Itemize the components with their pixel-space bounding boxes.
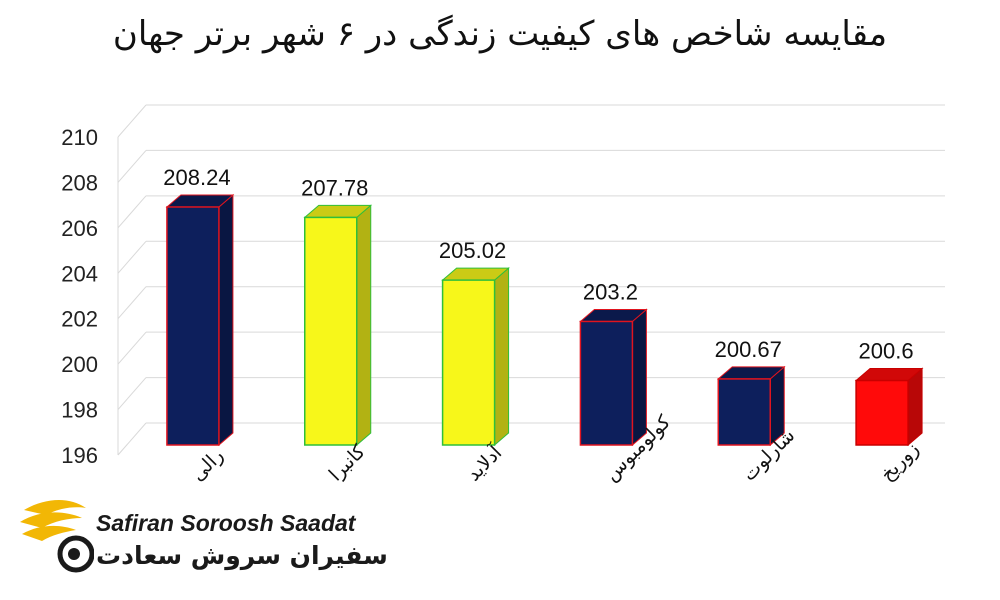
category-label: کانبرا: [325, 440, 371, 486]
y-tick-label: 204: [61, 261, 98, 286]
gridline-diagonal: [117, 286, 147, 320]
bar: [579, 308, 648, 447]
data-label: 205.02: [439, 238, 506, 263]
bar: [303, 204, 373, 447]
y-tick-label: 208: [61, 170, 98, 195]
bar-front: [717, 378, 771, 446]
y-tick-label: 206: [61, 216, 98, 241]
x-axis-categories: رالی کانبرا آدلاید کولومبوس شارلوت زوریخ: [187, 410, 924, 485]
y-tick-label: 202: [61, 307, 98, 332]
gridline-diagonal: [117, 104, 147, 138]
bar-front: [579, 320, 634, 446]
data-label: 200.67: [715, 337, 782, 362]
bar-front: [304, 216, 358, 446]
logo-text-en: Safiran Soroosh Saadat: [96, 510, 356, 536]
data-label: 208.24: [163, 165, 230, 190]
gridline-diagonal: [117, 422, 147, 456]
gridline-diagonal: [117, 377, 147, 410]
bar-side: [218, 193, 234, 447]
wing-logo-icon: [20, 499, 94, 573]
y-tick-label: 210: [61, 125, 98, 150]
category-label: رالی: [187, 444, 228, 485]
data-label: 207.78: [301, 175, 368, 200]
y-tick-label: 198: [61, 398, 98, 423]
bar: [165, 193, 235, 447]
logo-text-fa: سفیران سروش سعادت: [96, 541, 388, 570]
gridline-diagonal: [117, 150, 147, 183]
y-tick-label: 200: [61, 352, 98, 377]
brand-logo: Safiran Soroosh Saadat سفیران سروش سعادت: [14, 488, 388, 588]
y-axis-ticks: 196 198 200 202 204 206 208 210: [61, 125, 98, 468]
gridline-diagonal: [117, 240, 147, 274]
y-tick-label: 196: [61, 443, 98, 468]
bar: [441, 267, 510, 447]
chart-title: مقایسه شاخص های کیفیت زندگی در ۶ شهر برت…: [112, 14, 888, 54]
bar-side: [356, 204, 372, 447]
bar-front: [855, 379, 909, 446]
bars-layer: [165, 193, 924, 447]
gridline-diagonal: [117, 195, 147, 229]
bar-side: [907, 367, 923, 447]
gridline-diagonal: [117, 331, 147, 365]
grid-layer: [117, 104, 945, 456]
bar-front: [166, 206, 220, 446]
data-label: 200.6: [859, 339, 914, 364]
bar: [716, 365, 786, 447]
bar-side: [494, 267, 510, 447]
category-label: آدلاید: [461, 440, 507, 486]
bar: [854, 367, 924, 447]
data-labels-layer: 208.24 207.78 205.02 203.2 200.67 200.6: [163, 165, 913, 364]
bar-front: [441, 279, 496, 446]
data-label: 203.2: [583, 279, 638, 304]
